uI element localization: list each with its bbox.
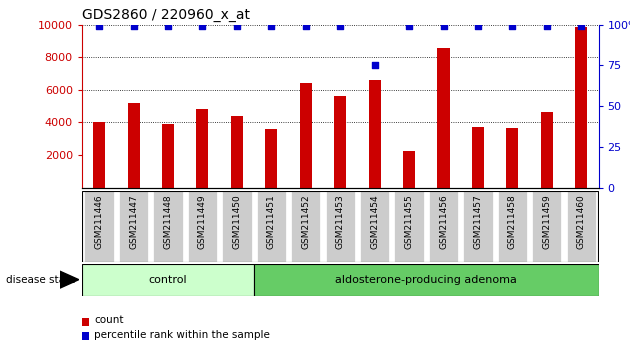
Bar — [472, 127, 484, 188]
Point — [197, 24, 207, 29]
Text: GSM211455: GSM211455 — [404, 195, 413, 250]
Point — [370, 63, 380, 68]
Text: GSM211450: GSM211450 — [232, 195, 241, 250]
Text: GSM211447: GSM211447 — [129, 195, 138, 249]
Point — [438, 24, 449, 29]
Bar — [532, 191, 561, 262]
Text: GSM211454: GSM211454 — [370, 195, 379, 249]
Point — [473, 24, 483, 29]
Bar — [231, 116, 243, 188]
Bar — [334, 96, 347, 188]
Text: percentile rank within the sample: percentile rank within the sample — [94, 330, 270, 339]
Polygon shape — [60, 271, 79, 288]
Text: count: count — [94, 315, 124, 325]
Bar — [291, 191, 321, 262]
Bar — [360, 191, 389, 262]
Text: GSM211457: GSM211457 — [474, 195, 483, 250]
Point — [576, 24, 587, 29]
Bar — [566, 191, 596, 262]
Bar — [394, 191, 424, 262]
Point — [94, 24, 104, 29]
Text: GSM211448: GSM211448 — [164, 195, 173, 249]
Bar — [300, 82, 312, 188]
Bar — [162, 124, 174, 188]
Point — [542, 24, 552, 29]
Text: GSM211459: GSM211459 — [542, 195, 551, 250]
Bar — [463, 191, 493, 262]
Text: aldosterone-producing adenoma: aldosterone-producing adenoma — [335, 275, 517, 285]
Point — [129, 24, 139, 29]
Bar — [119, 191, 148, 262]
Bar — [82, 264, 254, 296]
Point — [301, 24, 311, 29]
Bar — [369, 80, 381, 188]
Bar — [153, 191, 183, 262]
Text: GSM211458: GSM211458 — [508, 195, 517, 250]
Bar — [256, 191, 286, 262]
Bar — [197, 109, 209, 188]
Text: GSM211449: GSM211449 — [198, 195, 207, 249]
Text: GDS2860 / 220960_x_at: GDS2860 / 220960_x_at — [82, 8, 250, 22]
Text: GSM211452: GSM211452 — [301, 195, 310, 249]
Point — [266, 24, 277, 29]
Text: disease state: disease state — [6, 275, 76, 285]
Text: GSM211451: GSM211451 — [267, 195, 276, 250]
Bar — [222, 191, 251, 262]
Bar — [437, 47, 450, 188]
Bar — [575, 27, 587, 188]
Point — [335, 24, 345, 29]
Text: control: control — [149, 275, 187, 285]
Bar — [403, 151, 415, 188]
Bar — [541, 112, 553, 188]
Bar — [498, 191, 527, 262]
Bar — [326, 191, 355, 262]
Bar — [84, 191, 114, 262]
Point — [163, 24, 173, 29]
Bar — [507, 128, 518, 188]
Text: GSM211460: GSM211460 — [577, 195, 586, 250]
Text: GSM211453: GSM211453 — [336, 195, 345, 250]
Bar — [93, 122, 105, 188]
Bar — [429, 191, 458, 262]
Bar — [127, 103, 140, 188]
Text: GSM211446: GSM211446 — [94, 195, 103, 249]
Bar — [254, 264, 598, 296]
Point — [404, 24, 414, 29]
Point — [507, 24, 517, 29]
Text: GSM211456: GSM211456 — [439, 195, 448, 250]
Point — [232, 24, 242, 29]
Bar — [188, 191, 217, 262]
Bar — [265, 129, 277, 188]
